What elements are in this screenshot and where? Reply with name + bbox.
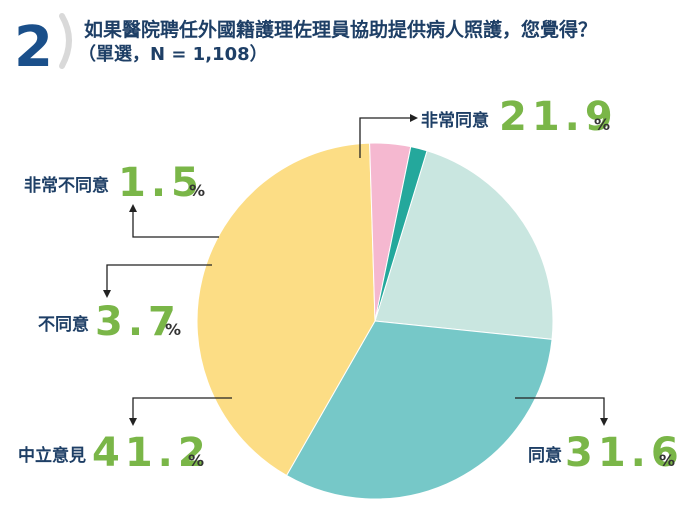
slice-unit-strongly-agree: % [594, 115, 610, 134]
slice-unit-neutral: % [188, 451, 204, 470]
slice-label-strongly-agree: 非常同意 [421, 110, 489, 131]
question-bracket [59, 13, 72, 69]
slice-value-neutral: 41.2 [92, 430, 211, 476]
leader-line-strongly-agree [359, 117, 410, 158]
pie-slice-strongly-agree [374, 150, 554, 340]
slice-value-strongly-agree: 21.9 [499, 94, 618, 140]
question-number: 2 [14, 15, 53, 80]
slice-label-neutral: 中立意見 [18, 445, 86, 466]
slice-label-agree: 同意 [528, 445, 562, 466]
pie-slice-agree [285, 320, 553, 500]
leader-lines [103, 114, 608, 426]
leader-line-agree [515, 397, 605, 418]
slice-label-strongly-disagree: 非常不同意 [24, 175, 109, 196]
slice-value-disagree: 3.7 [95, 299, 181, 345]
leader-line-strongly-disagree [132, 212, 219, 238]
pie-slice-neutral [196, 142, 376, 477]
question-subtext: （單選，N = 1,108） [78, 44, 268, 65]
slice-value-strongly-disagree: 1.5 [118, 160, 204, 206]
leader-line-neutral [132, 397, 232, 418]
slice-label-disagree: 不同意 [38, 314, 89, 335]
pie-slices [196, 142, 554, 500]
slice-value-agree: 31.6 [565, 430, 684, 476]
slice-unit-agree: % [659, 451, 675, 470]
leader-line-disagree [106, 264, 212, 290]
pie-slice-strongly-disagree [374, 146, 428, 322]
slice-unit-strongly-disagree: % [189, 181, 205, 200]
question-text: 如果醫院聘任外國籍護理佐理員協助提供病人照護，您覺得？ [84, 18, 597, 41]
slice-unit-disagree: % [165, 320, 181, 339]
